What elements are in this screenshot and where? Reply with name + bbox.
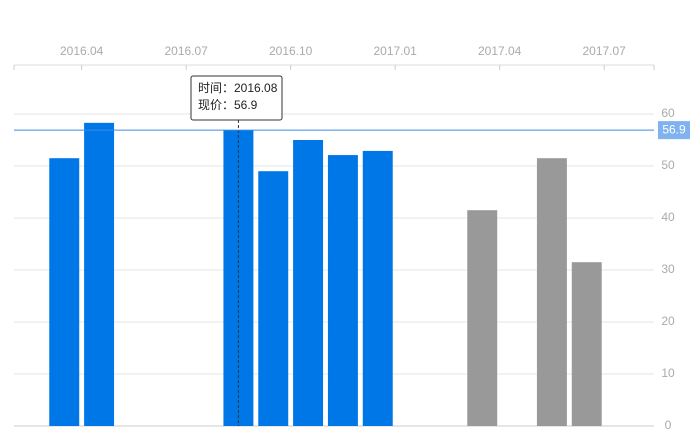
crosshair-value: 56.9 [662,122,686,136]
x-tick-label: 2017.01 [373,44,417,58]
crosshair-value-box [658,121,690,140]
x-tick-label: 2016.04 [60,44,104,58]
tooltip-box [190,75,283,121]
x-tick-label: 2017.04 [478,44,522,58]
x-tick-label: 2016.07 [164,44,208,58]
tooltip-time: 2016.08 [234,81,278,95]
y-tick-label: 30 [661,262,675,276]
bar [362,150,393,427]
tooltip-time-label: 时间： [198,81,234,95]
y-tick-label: 40 [661,210,675,224]
tooltip-price: 56.9 [234,98,258,112]
bar [293,140,324,426]
bar [84,122,115,426]
bar [467,210,498,426]
y-tick-label: 10 [661,366,675,380]
bar [327,155,358,426]
y-tick-label: 0 [665,418,672,432]
y-tick-label: 50 [661,158,675,172]
tooltip-price-label: 现价： [198,98,234,112]
y-tick-label: 60 [661,106,675,120]
x-tick-label: 2016.10 [269,44,313,58]
bar [49,158,80,426]
bar [258,171,289,426]
bar [571,262,602,426]
bar [536,158,567,426]
x-tick-label: 2017.07 [582,44,626,58]
y-tick-label: 20 [661,314,675,328]
